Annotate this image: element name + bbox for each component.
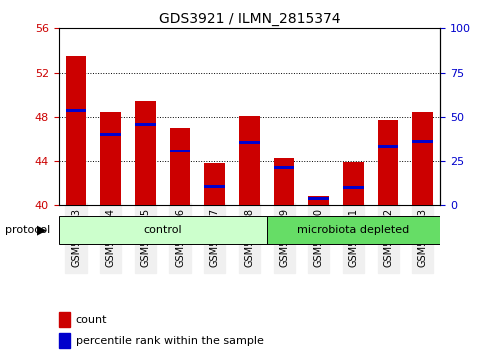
Bar — [65, 56, 86, 205]
Bar — [100, 133, 121, 136]
Bar — [411, 113, 432, 205]
Text: ▶: ▶ — [37, 224, 46, 236]
Bar — [59, 333, 70, 348]
Bar — [65, 109, 86, 112]
Text: microbiota depleted: microbiota depleted — [297, 225, 409, 235]
Bar — [377, 145, 398, 148]
Text: percentile rank within the sample: percentile rank within the sample — [76, 336, 263, 346]
Bar — [169, 128, 190, 205]
FancyBboxPatch shape — [59, 216, 266, 244]
Bar — [239, 141, 259, 144]
Bar — [239, 116, 259, 205]
Bar — [169, 150, 190, 153]
FancyBboxPatch shape — [266, 216, 439, 244]
Bar — [273, 158, 294, 205]
Bar — [273, 166, 294, 169]
Bar — [100, 113, 121, 205]
Bar — [135, 123, 156, 126]
Bar — [308, 196, 328, 205]
Bar — [59, 312, 70, 327]
Text: count: count — [76, 315, 107, 325]
Bar — [342, 186, 363, 189]
Bar — [204, 185, 224, 188]
Bar — [204, 163, 224, 205]
Bar — [411, 140, 432, 143]
Text: protocol: protocol — [5, 225, 50, 235]
Title: GDS3921 / ILMN_2815374: GDS3921 / ILMN_2815374 — [158, 12, 340, 26]
Bar — [342, 162, 363, 205]
Bar — [135, 101, 156, 205]
Text: control: control — [143, 225, 182, 235]
Bar — [377, 120, 398, 205]
Bar — [308, 197, 328, 200]
